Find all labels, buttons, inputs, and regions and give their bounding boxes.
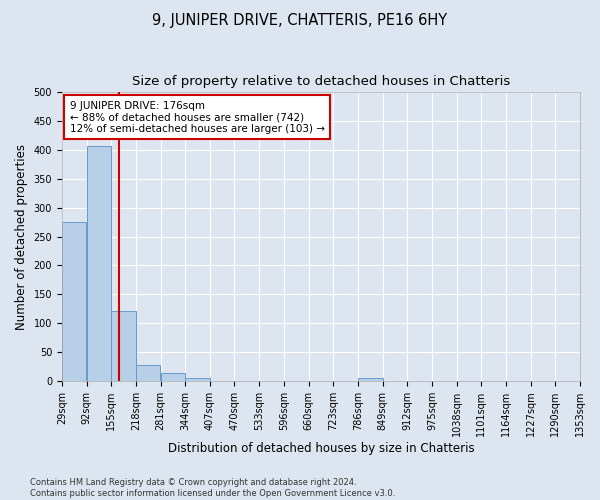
Y-axis label: Number of detached properties: Number of detached properties: [15, 144, 28, 330]
Bar: [136, 365, 160, 381]
Text: 9 JUNIPER DRIVE: 176sqm
← 88% of detached houses are smaller (742)
12% of semi-d: 9 JUNIPER DRIVE: 176sqm ← 88% of detache…: [70, 100, 325, 134]
Bar: [358, 378, 383, 381]
Bar: [62, 222, 86, 381]
Title: Size of property relative to detached houses in Chatteris: Size of property relative to detached ho…: [132, 75, 510, 88]
Text: Contains HM Land Registry data © Crown copyright and database right 2024.
Contai: Contains HM Land Registry data © Crown c…: [30, 478, 395, 498]
Bar: [161, 373, 185, 381]
Bar: [87, 146, 111, 381]
Text: 9, JUNIPER DRIVE, CHATTERIS, PE16 6HY: 9, JUNIPER DRIVE, CHATTERIS, PE16 6HY: [152, 12, 448, 28]
Bar: [112, 311, 136, 381]
X-axis label: Distribution of detached houses by size in Chatteris: Distribution of detached houses by size …: [167, 442, 474, 455]
Bar: [185, 378, 209, 381]
